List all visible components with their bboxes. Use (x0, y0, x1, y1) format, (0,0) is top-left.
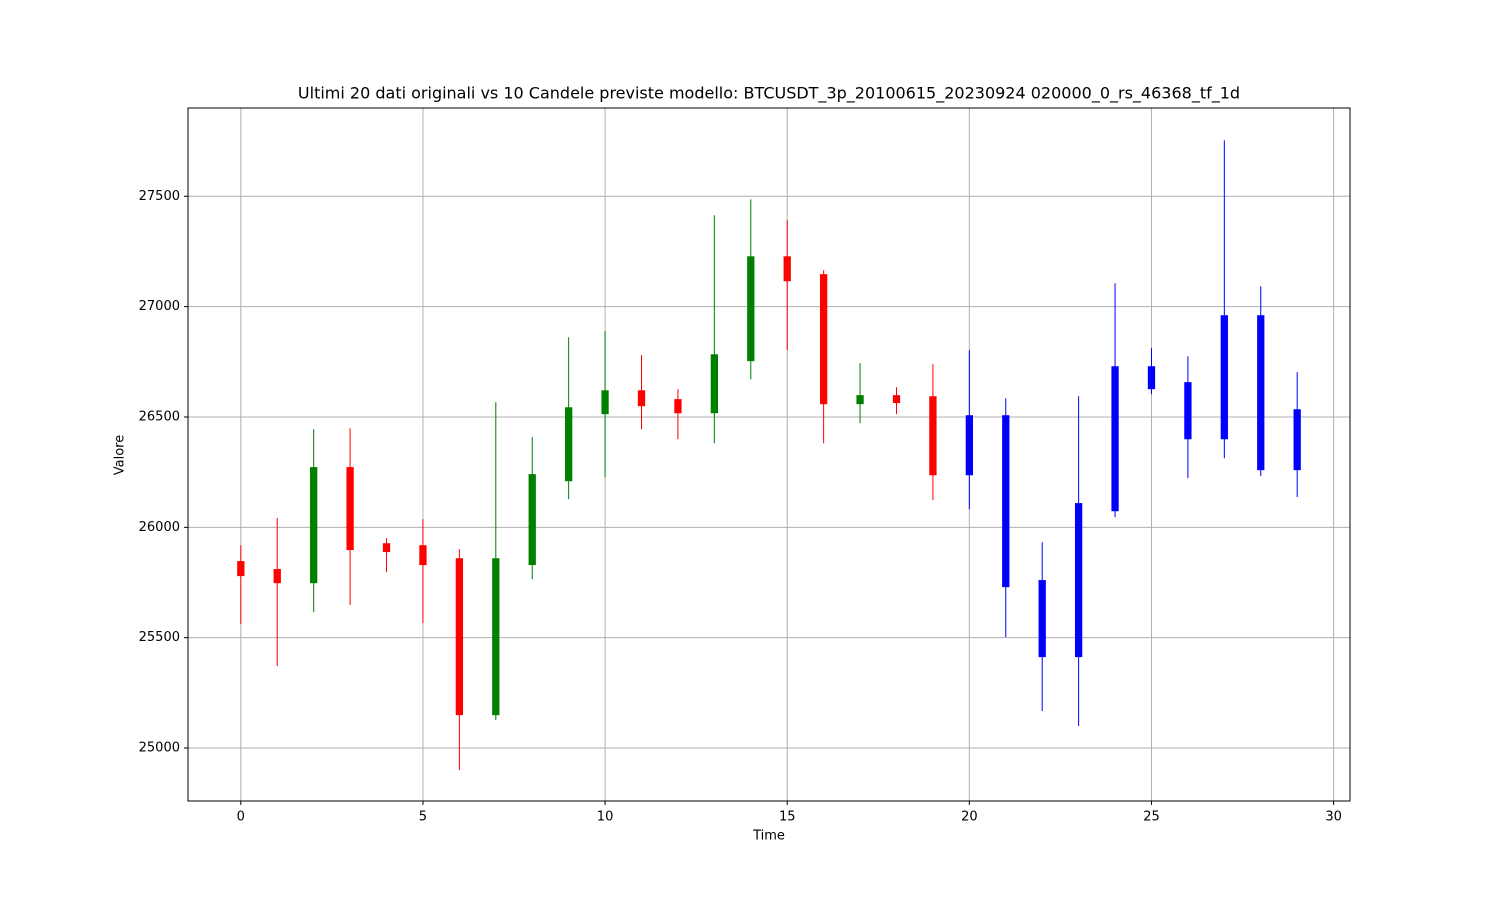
plot-frame (187, 107, 1351, 802)
candle-body (819, 274, 828, 405)
x-tick-label: 5 (419, 810, 427, 825)
candle-body (1220, 315, 1228, 440)
y-axis-label: Valore (113, 435, 128, 475)
candle-body (419, 545, 427, 566)
candle-body (492, 558, 500, 716)
candle-body (710, 354, 719, 414)
y-tick-label: 27500 (139, 189, 180, 204)
candle-body (565, 407, 573, 482)
candle-body (783, 256, 791, 282)
candle-body (528, 474, 536, 566)
candle-body (1002, 415, 1010, 588)
candle-body (929, 396, 937, 476)
candle-body (747, 256, 755, 362)
candle-body (1074, 503, 1083, 658)
candle-body (1257, 315, 1265, 471)
candle-body (273, 569, 281, 584)
candle-body (601, 390, 609, 415)
y-tick-label: 25500 (139, 630, 180, 645)
candle-body (1147, 366, 1156, 390)
candle-body (346, 467, 354, 551)
y-tick-label: 25000 (139, 741, 180, 756)
candle-body (637, 390, 646, 407)
candle-body (1293, 409, 1301, 471)
x-axis-label: Time (752, 829, 785, 844)
candle-body (965, 415, 973, 476)
candle-body (674, 399, 682, 414)
candle-body (455, 558, 464, 716)
candle-body (892, 395, 901, 404)
candle-body (382, 543, 391, 553)
candle-body (856, 395, 864, 405)
candle-body (237, 561, 245, 577)
x-tick-label: 20 (961, 810, 978, 825)
y-tick-label: 26000 (139, 520, 180, 535)
y-tick-label: 26500 (139, 409, 180, 424)
candle-body (310, 467, 318, 584)
candle-body (1038, 580, 1046, 658)
x-tick-label: 10 (597, 810, 614, 825)
x-tick-label: 30 (1325, 810, 1342, 825)
x-tick-label: 0 (237, 810, 245, 825)
chart-title: Ultimi 20 dati originali vs 10 Candele p… (298, 84, 1240, 104)
candle-body (1184, 382, 1192, 440)
x-tick-label: 15 (779, 810, 796, 825)
candle-body (1111, 366, 1119, 512)
x-tick-label: 25 (1143, 810, 1160, 825)
y-tick-label: 27000 (139, 299, 180, 314)
